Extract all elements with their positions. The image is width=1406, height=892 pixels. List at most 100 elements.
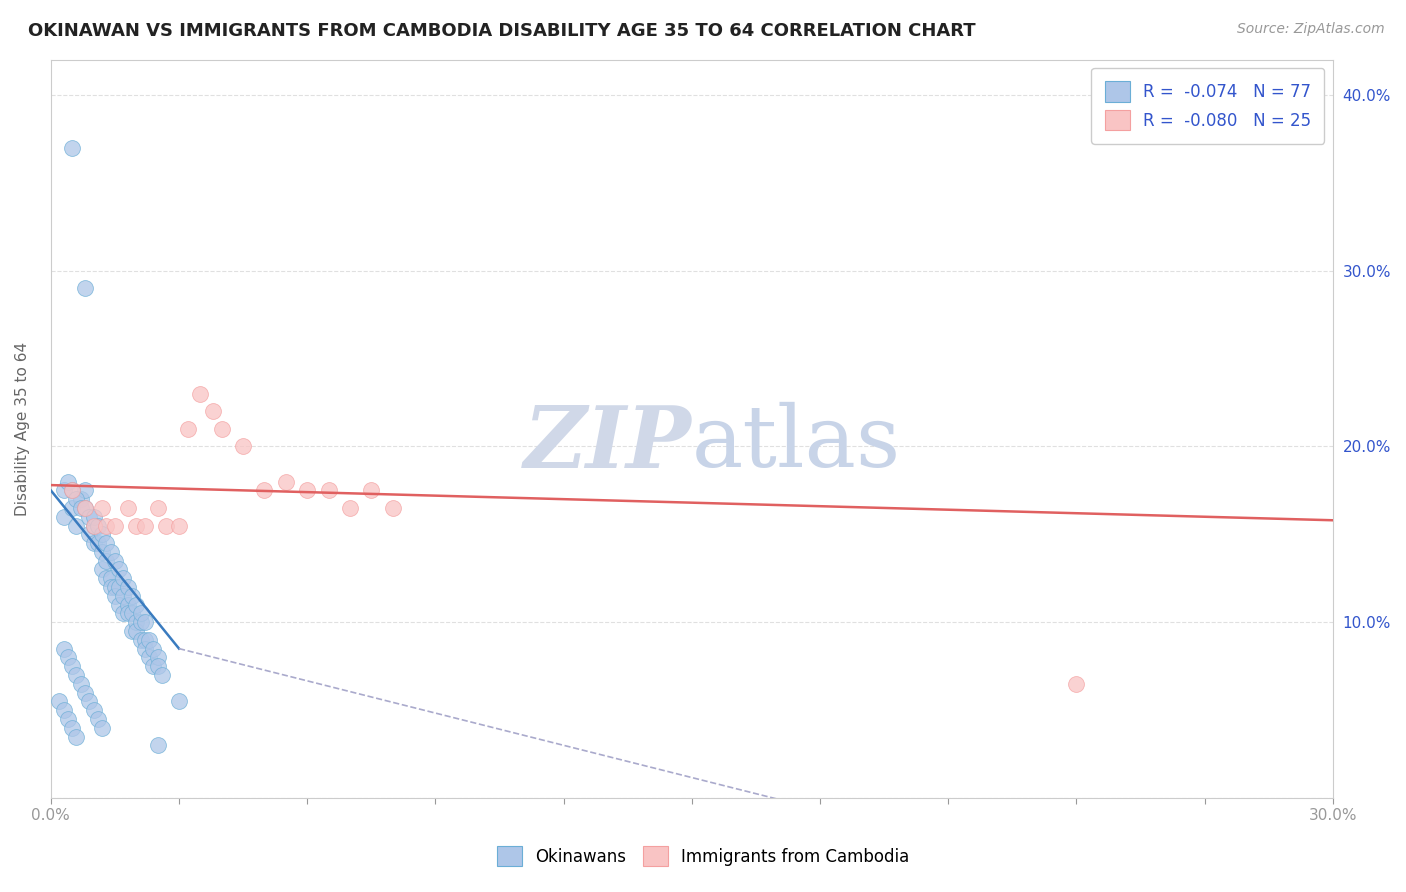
- Point: [96, 518, 118, 533]
- Point: [381, 500, 404, 515]
- Point: [146, 500, 169, 515]
- Point: [96, 571, 118, 585]
- Point: [60, 483, 83, 498]
- Point: [60, 483, 83, 498]
- Point: [121, 624, 143, 638]
- Point: [167, 518, 190, 533]
- Point: [87, 712, 110, 726]
- Point: [202, 404, 225, 418]
- Point: [104, 589, 127, 603]
- Point: [129, 615, 152, 630]
- Point: [108, 598, 131, 612]
- Point: [52, 703, 75, 717]
- Point: [100, 571, 122, 585]
- Point: [52, 509, 75, 524]
- Point: [125, 624, 148, 638]
- Point: [134, 641, 156, 656]
- Point: [79, 527, 101, 541]
- Point: [190, 386, 212, 401]
- Point: [83, 509, 105, 524]
- Point: [274, 475, 297, 489]
- Point: [138, 632, 160, 647]
- Point: [117, 598, 139, 612]
- Point: [65, 668, 87, 682]
- Point: [112, 607, 135, 621]
- Point: [96, 554, 118, 568]
- Point: [134, 518, 156, 533]
- Point: [65, 518, 87, 533]
- Point: [65, 492, 87, 507]
- Point: [79, 509, 101, 524]
- Point: [146, 739, 169, 753]
- Point: [83, 518, 105, 533]
- Point: [142, 641, 165, 656]
- Point: [253, 483, 276, 498]
- Point: [117, 580, 139, 594]
- Point: [91, 545, 114, 559]
- Point: [48, 694, 70, 708]
- Point: [339, 500, 361, 515]
- Legend: R =  -0.074   N = 77, R =  -0.080   N = 25: R = -0.074 N = 77, R = -0.080 N = 25: [1091, 68, 1324, 144]
- Point: [138, 650, 160, 665]
- Point: [83, 536, 105, 550]
- Point: [1066, 677, 1088, 691]
- Point: [121, 589, 143, 603]
- Point: [52, 483, 75, 498]
- Point: [69, 677, 91, 691]
- Point: [211, 422, 233, 436]
- Point: [108, 562, 131, 576]
- Point: [297, 483, 319, 498]
- Point: [60, 721, 83, 735]
- Point: [150, 668, 173, 682]
- Point: [69, 492, 91, 507]
- Point: [91, 721, 114, 735]
- Point: [134, 632, 156, 647]
- Point: [117, 500, 139, 515]
- Point: [117, 607, 139, 621]
- Point: [73, 500, 96, 515]
- Point: [360, 483, 382, 498]
- Point: [65, 730, 87, 744]
- Legend: Okinawans, Immigrants from Cambodia: Okinawans, Immigrants from Cambodia: [488, 838, 918, 875]
- Y-axis label: Disability Age 35 to 64: Disability Age 35 to 64: [15, 342, 30, 516]
- Point: [129, 607, 152, 621]
- Point: [112, 571, 135, 585]
- Text: ZIP: ZIP: [524, 402, 692, 485]
- Point: [176, 422, 198, 436]
- Point: [155, 518, 177, 533]
- Point: [60, 140, 83, 154]
- Point: [73, 685, 96, 699]
- Point: [52, 641, 75, 656]
- Text: Source: ZipAtlas.com: Source: ZipAtlas.com: [1237, 22, 1385, 37]
- Point: [129, 632, 152, 647]
- Point: [96, 536, 118, 550]
- Point: [91, 562, 114, 576]
- Point: [104, 518, 127, 533]
- Point: [121, 607, 143, 621]
- Point: [112, 589, 135, 603]
- Point: [56, 475, 79, 489]
- Text: atlas: atlas: [692, 402, 901, 485]
- Point: [104, 580, 127, 594]
- Point: [83, 518, 105, 533]
- Point: [146, 650, 169, 665]
- Point: [125, 598, 148, 612]
- Point: [125, 518, 148, 533]
- Point: [79, 694, 101, 708]
- Text: OKINAWAN VS IMMIGRANTS FROM CAMBODIA DISABILITY AGE 35 TO 64 CORRELATION CHART: OKINAWAN VS IMMIGRANTS FROM CAMBODIA DIS…: [28, 22, 976, 40]
- Point: [60, 500, 83, 515]
- Point: [73, 500, 96, 515]
- Point: [108, 580, 131, 594]
- Point: [91, 500, 114, 515]
- Point: [125, 615, 148, 630]
- Point: [146, 659, 169, 673]
- Point: [104, 554, 127, 568]
- Point: [100, 545, 122, 559]
- Point: [318, 483, 340, 498]
- Point: [87, 518, 110, 533]
- Point: [134, 615, 156, 630]
- Point: [56, 712, 79, 726]
- Point: [167, 694, 190, 708]
- Point: [100, 580, 122, 594]
- Point: [83, 703, 105, 717]
